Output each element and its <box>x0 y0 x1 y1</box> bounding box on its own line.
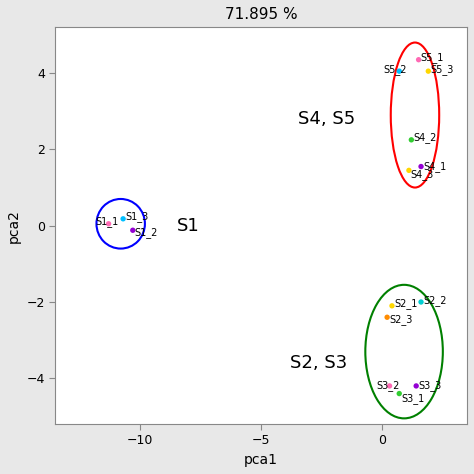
Text: S4_3: S4_3 <box>411 170 434 181</box>
Text: S2_3: S2_3 <box>389 314 412 325</box>
Text: S4_1: S4_1 <box>423 161 446 172</box>
Point <box>105 220 112 228</box>
X-axis label: pca1: pca1 <box>244 453 278 467</box>
Point <box>388 302 396 310</box>
Text: S4, S5: S4, S5 <box>298 110 355 128</box>
Point <box>417 298 425 306</box>
Text: S5_3: S5_3 <box>430 64 454 75</box>
Point <box>119 215 127 223</box>
Text: S3_3: S3_3 <box>418 381 441 392</box>
Point <box>395 390 403 397</box>
Point <box>395 67 403 75</box>
Text: S1_3: S1_3 <box>125 211 148 222</box>
Text: S3_2: S3_2 <box>376 381 400 392</box>
Point <box>386 382 393 390</box>
Text: S2_2: S2_2 <box>423 295 447 306</box>
Point <box>417 163 425 170</box>
Y-axis label: pca2: pca2 <box>7 209 21 243</box>
Text: S1_2: S1_2 <box>135 227 158 237</box>
Text: S4_2: S4_2 <box>413 132 437 143</box>
Text: S1: S1 <box>176 217 199 235</box>
Title: 71.895 %: 71.895 % <box>225 7 298 22</box>
Point <box>129 227 137 234</box>
Point <box>415 56 422 64</box>
Point <box>408 136 415 144</box>
Text: S1_1: S1_1 <box>95 217 118 228</box>
Point <box>405 166 413 174</box>
Text: S3_1: S3_1 <box>401 392 424 403</box>
Text: S5_2: S5_2 <box>383 64 407 75</box>
Text: S2, S3: S2, S3 <box>290 354 347 372</box>
Point <box>412 382 420 390</box>
Point <box>425 67 432 75</box>
Text: S5_1: S5_1 <box>420 52 444 63</box>
Point <box>383 313 391 321</box>
Text: S2_1: S2_1 <box>394 299 417 310</box>
